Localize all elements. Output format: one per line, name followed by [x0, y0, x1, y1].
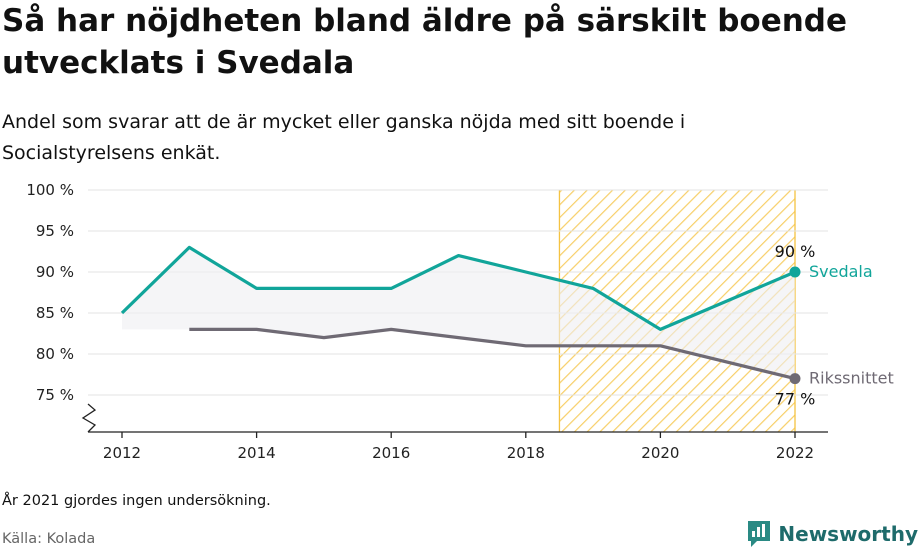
- series-line-svedala: [120, 245, 796, 331]
- series-line-rikssnittet: [189, 327, 796, 381]
- y-tick-label: 75 %: [36, 386, 74, 404]
- x-tick-label: 2014: [238, 444, 276, 462]
- x-tick-label: 2012: [103, 444, 141, 462]
- series-name-label: Rikssnittet: [809, 369, 894, 388]
- x-tick-label: 2022: [776, 444, 814, 462]
- chart-logo-icon: [748, 521, 771, 547]
- chart-subtitle: Andel som svarar att de är mycket eller …: [2, 111, 686, 164]
- brand-name: Newsworthy: [778, 522, 918, 546]
- label-layer: 75 % 80 % 85 % 90 % 95 % 100 % 2012 2014 2016 201…: [26, 181, 893, 462]
- series-layer: [120, 245, 801, 385]
- series-end-point: [789, 373, 801, 385]
- chart-title: Så har nöjdheten bland äldre på särskilt…: [2, 3, 848, 81]
- chart-note: År 2021 gjordes ingen undersökning.: [2, 493, 271, 509]
- y-tick-label: 100 %: [26, 181, 74, 199]
- series-end-value-label: 90 %: [775, 242, 816, 261]
- y-tick-label: 90 %: [36, 263, 74, 281]
- y-tick-label: 95 %: [36, 222, 74, 240]
- x-tick-label: 2018: [507, 444, 545, 462]
- source-text: Källa: Kolada: [2, 531, 96, 547]
- y-tick-label: 80 %: [36, 345, 74, 363]
- brand-logo: Newsworthy: [746, 518, 918, 550]
- line-chart: 75 % 80 % 85 % 90 % 95 % 100 % 2012 2014 2016 201…: [26, 181, 893, 462]
- axis-break-mark: [81, 403, 97, 433]
- series-end-value-label: 77 %: [775, 390, 816, 409]
- y-tick-label: 85 %: [36, 304, 74, 322]
- series-end-point: [789, 266, 801, 278]
- series-name-label: Svedala: [809, 262, 873, 281]
- axis-layer: [81, 403, 828, 438]
- x-tick-label: 2016: [372, 444, 410, 462]
- x-tick-label: 2020: [641, 444, 679, 462]
